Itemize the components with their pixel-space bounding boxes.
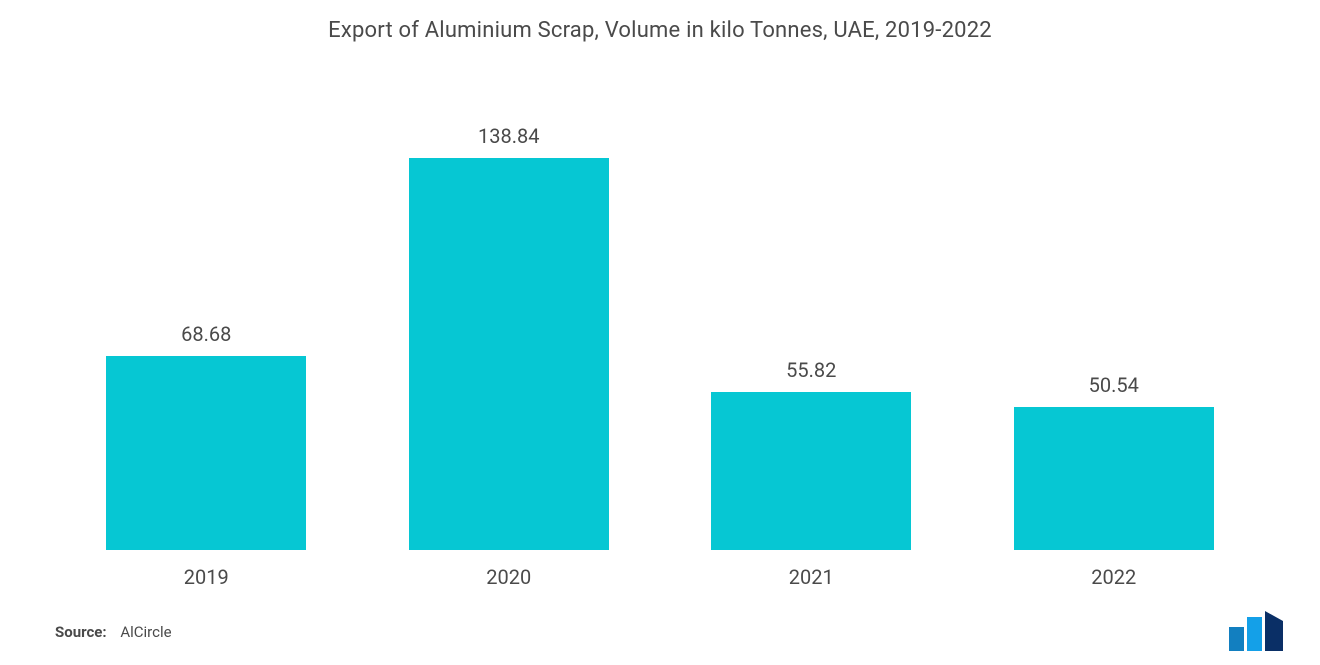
plot-area: 68.68 138.84 55.82 50.54 (55, 51, 1265, 551)
bar-slot: 68.68 (55, 51, 358, 550)
source-citation: Source: AlCircle (55, 623, 172, 641)
chart-container: Export of Aluminium Scrap, Volume in kil… (0, 0, 1320, 665)
bar-value-label: 55.82 (786, 358, 836, 382)
x-tick-label: 2019 (55, 565, 358, 589)
x-tick-label: 2020 (358, 565, 661, 589)
x-tick-label: 2022 (963, 565, 1266, 589)
chart-title: Export of Aluminium Scrap, Volume in kil… (55, 18, 1265, 43)
mordor-logo-icon (1227, 611, 1285, 651)
logo-bar-3 (1265, 611, 1283, 651)
bar-slot: 50.54 (963, 51, 1266, 550)
source-value: AlCircle (120, 623, 171, 641)
bar-value-label: 138.84 (478, 124, 539, 148)
bar-rect (106, 356, 306, 550)
logo-bar-2 (1247, 617, 1262, 651)
x-tick-label: 2021 (660, 565, 963, 589)
source-label: Source: (55, 623, 107, 641)
bar-slot: 138.84 (358, 51, 661, 550)
bar-rect (1014, 407, 1214, 550)
bar-rect (711, 392, 911, 550)
x-axis: 2019 2020 2021 2022 (55, 565, 1265, 589)
bar-value-label: 50.54 (1089, 373, 1139, 397)
logo-bar-1 (1229, 627, 1244, 651)
bar-slot: 55.82 (660, 51, 963, 550)
bar-value-label: 68.68 (181, 322, 231, 346)
bar-rect (409, 158, 609, 550)
